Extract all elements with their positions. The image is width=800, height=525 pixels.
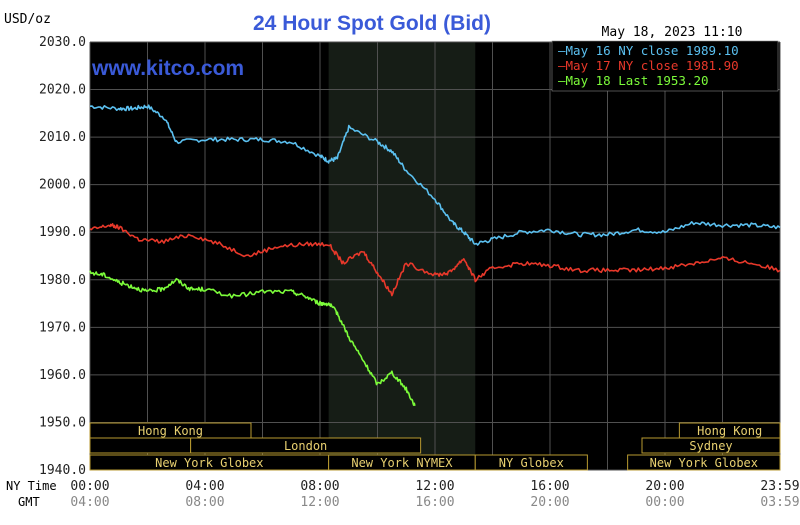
legend-entry: –May 17 NY close 1981.90 [558, 58, 739, 73]
session-label: New York Globex [650, 456, 758, 470]
x-tick-label-gmt: 20:00 [530, 495, 569, 510]
x-tick-label-ny: 20:00 [645, 479, 684, 494]
session-label: NY Globex [499, 456, 564, 470]
x-tick-label-ny: 00:00 [70, 479, 109, 494]
session-label: London [284, 439, 327, 453]
x-axis-ticks: 00:00 04:00 08:00 12:00 16:00 20:00 23:5904:00… [70, 479, 799, 510]
x-tick-label-gmt: 04:00 [70, 495, 109, 510]
y-tick-label: 1970.0 [39, 320, 86, 335]
session-box [627, 454, 781, 471]
y-tick-label: 2020.0 [39, 83, 86, 98]
legend-entry: –May 18 Last 1953.20 [558, 73, 709, 88]
session-box [89, 437, 192, 454]
gmt-row-label: GMT [18, 495, 40, 509]
price-series [89, 104, 781, 406]
session-box [190, 437, 422, 454]
y-tick-label: 1990.0 [39, 225, 86, 240]
market-sessions: Hong Kong London New York Globex New York N… [89, 422, 781, 471]
session-label: New York Globex [155, 456, 263, 470]
ny-time-row-label: NY Time [6, 479, 57, 493]
series-line-1 [89, 104, 781, 246]
x-tick-label-gmt: 16:00 [415, 495, 454, 510]
y-tick-label: 1950.0 [39, 415, 86, 430]
y-tick-label: 2010.0 [39, 130, 86, 145]
legend-box [551, 40, 779, 92]
legend-entry: –May 16 NY close 1989.10 [558, 43, 739, 58]
kitco-watermark: www.kitco.com [91, 57, 244, 80]
nymex-session-highlight [328, 42, 476, 470]
series-line-2 [89, 223, 781, 297]
session-box [641, 437, 781, 454]
x-tick-label-ny: 16:00 [530, 479, 569, 494]
y-tick-label: 1980.0 [39, 273, 86, 288]
x-tick-label-ny: 12:00 [415, 479, 454, 494]
x-tick-label-gmt: 08:00 [185, 495, 224, 510]
series-line-3 [89, 270, 416, 406]
x-tick-label-ny: 23:59 [760, 479, 799, 494]
session-label: Sydney [689, 439, 732, 453]
x-tick-label-ny: 04:00 [185, 479, 224, 494]
timestamp: May 18, 2023 11:10 [602, 25, 743, 40]
chart-title: 24 Hour Spot Gold (Bid) [253, 12, 491, 35]
session-box [474, 454, 588, 471]
x-tick-label-gmt: 03:59 [760, 495, 799, 510]
session-label: Hong Kong [697, 424, 762, 438]
x-tick-label-gmt: 00:00 [645, 495, 684, 510]
x-tick-label-gmt: 12:00 [300, 495, 339, 510]
y-tick-label: 1940.0 [39, 463, 86, 478]
x-tick-label-ny: 08:00 [300, 479, 339, 494]
y-tick-label: 1960.0 [39, 368, 86, 383]
y-axis-unit: USD/oz [4, 12, 51, 27]
session-label: New York NYMEX [351, 456, 453, 470]
y-tick-label: 2030.0 [39, 35, 86, 50]
y-axis-ticks: 1940.0 1950.0 1960.0 1970.0 1980.0 1990.0 2000… [39, 35, 86, 478]
y-tick-label: 2000.0 [39, 178, 86, 193]
legend: –May 16 NY close 1989.10–May 17 NY close… [551, 40, 779, 92]
session-label: Hong Kong [138, 424, 203, 438]
